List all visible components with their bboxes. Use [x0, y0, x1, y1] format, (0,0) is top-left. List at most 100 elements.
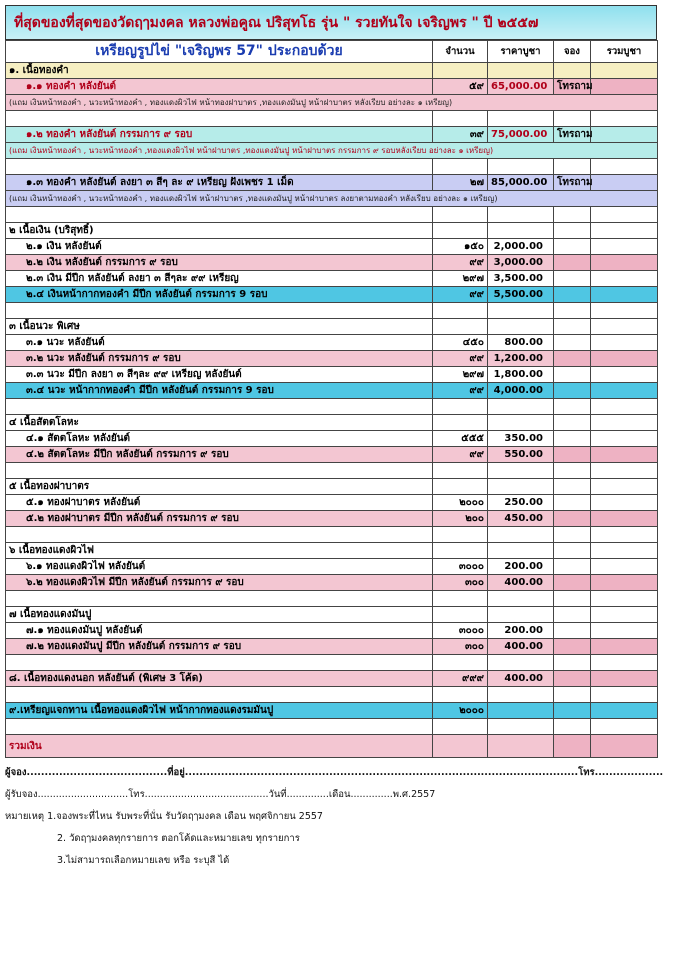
table-row-cat: ๖ เนื้อทองแดงผิวไฟ [5, 542, 658, 559]
item-reserve[interactable] [553, 62, 591, 79]
item-reserve[interactable] [553, 622, 591, 639]
item-reserve[interactable] [553, 254, 591, 271]
table-row-item: ๒.๑ เงิน หลังยันต์ ๑๕๐ 2,000.00 [5, 238, 658, 255]
item-qty: ๓๐๐ [432, 574, 488, 591]
item-qty: ๒๗ [432, 174, 488, 191]
item-label: (แถม เงินหน้าทองคำ , นวะหน้าทองคำ , ทองแ… [5, 94, 658, 111]
item-qty: ๕๕๕ [432, 430, 488, 447]
receiver-line[interactable]: ผู้รับจอง..............................โ… [5, 789, 436, 800]
table-row-item: ๗.๒ ทองแดงมันปู มีปีก หลังยันต์ กรรมการ … [5, 638, 658, 655]
item-qty [432, 110, 488, 127]
table-row-item: ๓.๑ นวะ หลังยันต์ ๔๕๐ 800.00 [5, 334, 658, 351]
item-reserve[interactable] [553, 222, 591, 239]
table-row-blank [5, 654, 658, 671]
form-title: ที่สุดของที่สุดของวัดฤๅมงคล หลวงพ่อคูณ ป… [5, 5, 657, 40]
item-reserve[interactable] [553, 670, 591, 687]
item-reserve[interactable] [553, 318, 591, 335]
item-reserve[interactable]: โทรถาม [553, 126, 593, 143]
item-label: ๖.๑ ทองแดงผิวไฟ หลังยันต์ [5, 558, 433, 575]
item-total [590, 526, 658, 543]
item-price: 3,000.00 [487, 254, 554, 271]
item-reserve[interactable] [553, 510, 591, 527]
item-reserve[interactable] [553, 478, 591, 495]
item-reserve[interactable] [553, 302, 591, 319]
reserver-line[interactable]: ผู้จอง..................................… [5, 767, 664, 778]
item-price [487, 590, 554, 607]
item-reserve[interactable]: โทรถาม [553, 174, 593, 191]
table-row-item: ๕.๒ ทองฝาบาตร มีปีก หลังยันต์ กรรมการ ๙ … [5, 510, 658, 527]
item-reserve[interactable] [553, 526, 591, 543]
table-row-cat: ๙.เหรียญแจกทาน เนื้อทองแดงผิวไฟ หน้ากากท… [5, 702, 658, 719]
item-price [487, 302, 554, 319]
item-qty [432, 718, 488, 735]
table-row-cat: ๓ เนื้อนวะ พิเศษ [5, 318, 658, 335]
item-price [487, 526, 554, 543]
item-reserve[interactable] [553, 542, 591, 559]
item-reserve[interactable] [553, 590, 591, 607]
item-reserve[interactable] [553, 414, 591, 431]
price-table: เหรียญรูปไข่ "เจริญพร 57" ประกอบด้วย จำน… [5, 40, 658, 758]
item-reserve[interactable] [553, 606, 591, 623]
item-reserve[interactable] [553, 238, 591, 255]
item-reserve[interactable] [553, 494, 591, 511]
item-total [590, 366, 658, 383]
item-qty [432, 158, 488, 175]
table-row-blank [5, 718, 658, 735]
item-qty [432, 590, 488, 607]
item-reserve[interactable] [553, 350, 591, 367]
item-qty: ๕๙ [432, 78, 488, 95]
item-reserve[interactable] [553, 734, 591, 758]
item-total [590, 686, 658, 703]
item-label [5, 718, 433, 735]
item-reserve[interactable] [553, 398, 591, 415]
item-label: ๖.๒ ทองแดงผิวไฟ มีปีก หลังยันต์ กรรมการ … [5, 574, 433, 591]
item-label: ๕.๒ ทองฝาบาตร มีปีก หลังยันต์ กรรมการ ๙ … [5, 510, 433, 527]
table-row-note: (แถม เงินหน้าทองคำ , นวะหน้าทองคำ ,ทองแด… [5, 142, 658, 159]
item-total [590, 318, 658, 335]
item-reserve[interactable] [553, 270, 591, 287]
item-reserve[interactable] [553, 446, 591, 463]
item-reserve[interactable] [553, 206, 591, 223]
table-row-item: ๗.๑ ทองแดงมันปู หลังยันต์ ๓๐๐๐ 200.00 [5, 622, 658, 639]
item-label: ๑. เนื้อทองคำ [5, 62, 433, 79]
item-reserve[interactable] [553, 366, 591, 383]
item-reserve[interactable] [553, 638, 591, 655]
item-reserve[interactable] [553, 574, 591, 591]
item-reserve[interactable] [553, 686, 591, 703]
item-reserve[interactable] [553, 430, 591, 447]
item-qty [432, 542, 488, 559]
item-label: ๓.๒ นวะ หลังยันต์ กรรมการ ๙ รอบ [5, 350, 433, 367]
item-reserve[interactable] [553, 558, 591, 575]
item-price [487, 478, 554, 495]
table-row-blank [5, 206, 658, 223]
item-total [590, 270, 658, 287]
item-label: ๕.๑ ทองฝาบาตร หลังยันต์ [5, 494, 433, 511]
item-total [590, 238, 658, 255]
item-reserve[interactable]: โทรถาม [553, 78, 593, 95]
item-reserve[interactable] [553, 718, 591, 735]
item-label: ๓ เนื้อนวะ พิเศษ [5, 318, 433, 335]
item-reserve[interactable] [553, 334, 591, 351]
item-total [590, 654, 658, 671]
item-price: 2,000.00 [487, 238, 554, 255]
item-price: 85,000.00 [487, 174, 554, 191]
item-reserve[interactable] [553, 462, 591, 479]
item-total [590, 382, 658, 399]
item-price [487, 158, 554, 175]
item-qty [432, 206, 488, 223]
item-reserve[interactable] [553, 382, 591, 399]
item-reserve[interactable] [553, 702, 591, 719]
item-reserve[interactable] [553, 286, 591, 303]
item-label: รวมเงิน [5, 734, 433, 758]
item-price [487, 734, 554, 758]
item-label [5, 686, 433, 703]
item-reserve[interactable] [553, 654, 591, 671]
table-row-item: ๒.๒ เงิน หลังยันต์ กรรมการ ๙ รอบ ๙๙ 3,000.… [5, 254, 658, 271]
item-reserve[interactable] [553, 110, 591, 127]
item-total [590, 174, 658, 191]
item-price [487, 110, 554, 127]
item-reserve[interactable] [553, 158, 591, 175]
item-qty: ๒๐๐๐ [432, 494, 488, 511]
item-price: 65,000.00 [487, 78, 554, 95]
table-row-item: ๑.๑ ทองคำ หลังยันต์ ๕๙ 65,000.00 โทรถาม [5, 78, 658, 95]
